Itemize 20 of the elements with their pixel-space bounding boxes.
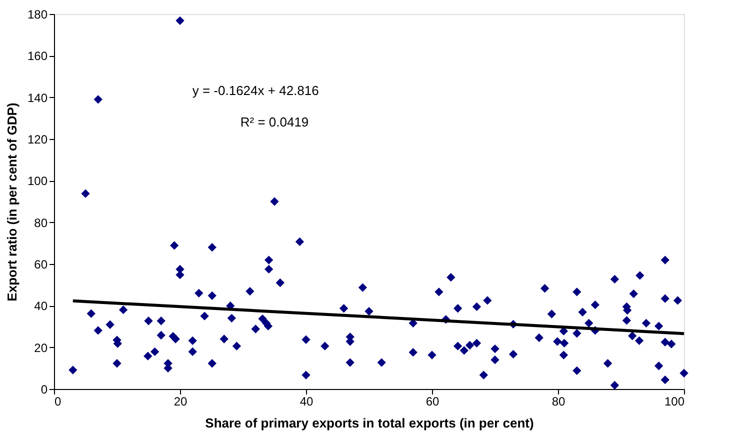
y-tick-label: 20 xyxy=(34,340,48,355)
y-axis-title: Export ratio (in per cent of GDP) xyxy=(4,102,20,302)
x-tick-label: 40 xyxy=(300,394,314,408)
x-tick-label: 100 xyxy=(664,394,685,408)
x-tick-label: 60 xyxy=(426,394,440,408)
x-tick-label: 0 xyxy=(54,394,62,408)
y-tick-label: 120 xyxy=(27,132,48,146)
annotation: R² = 0.0419 xyxy=(240,114,309,130)
x-tick-label: 80 xyxy=(552,394,566,408)
y-tick-label: 40 xyxy=(34,299,48,314)
y-tick-label: 140 xyxy=(27,90,48,105)
y-tick-label: 100 xyxy=(27,174,48,188)
y-tick-label: 0 xyxy=(40,382,48,396)
x-axis-title: Share of primary exports in total exports (in per cent) xyxy=(205,416,534,430)
y-tick-label: 60 xyxy=(34,258,48,272)
annotation: y = -0.1624x + 42.816 xyxy=(192,83,319,98)
y-tick-label: 80 xyxy=(34,216,48,230)
y-tick-label: 160 xyxy=(27,49,48,64)
y-tick-label: 180 xyxy=(27,8,48,22)
x-tick-label: 20 xyxy=(174,394,188,408)
